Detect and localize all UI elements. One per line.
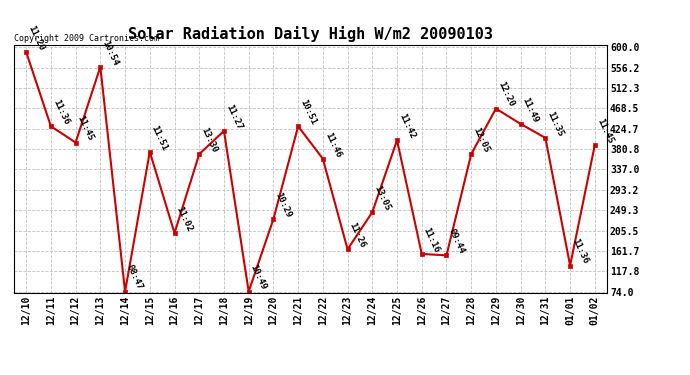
Title: Solar Radiation Daily High W/m2 20090103: Solar Radiation Daily High W/m2 20090103 (128, 27, 493, 42)
Text: 11:45: 11:45 (76, 114, 95, 142)
Text: 11:51: 11:51 (150, 124, 169, 152)
Text: 11:16: 11:16 (422, 226, 442, 254)
Text: 13:30: 13:30 (199, 126, 219, 154)
Text: 11:35: 11:35 (545, 110, 565, 138)
Text: 08:47: 08:47 (125, 263, 145, 292)
Text: 11:45: 11:45 (595, 117, 614, 145)
Text: 11:02: 11:02 (175, 205, 194, 233)
Text: 09:44: 09:44 (446, 227, 466, 255)
Text: 10:29: 10:29 (273, 191, 293, 219)
Text: 11:27: 11:27 (224, 103, 244, 131)
Text: 11:36: 11:36 (570, 237, 590, 266)
Text: 13:05: 13:05 (373, 184, 392, 212)
Text: 12:05: 12:05 (471, 126, 491, 154)
Text: 10:54: 10:54 (100, 39, 120, 67)
Text: Copyright 2009 Cartronics.com: Copyright 2009 Cartronics.com (14, 33, 159, 42)
Text: 11:49: 11:49 (521, 96, 540, 124)
Text: 11:42: 11:42 (397, 112, 417, 140)
Text: 10:51: 10:51 (298, 98, 317, 126)
Text: 11:26: 11:26 (348, 221, 367, 249)
Text: 10:49: 10:49 (248, 263, 268, 292)
Text: 12:20: 12:20 (496, 81, 515, 109)
Text: 11:46: 11:46 (323, 130, 342, 159)
Text: 11:36: 11:36 (51, 98, 70, 126)
Text: 11:20: 11:20 (26, 24, 46, 52)
